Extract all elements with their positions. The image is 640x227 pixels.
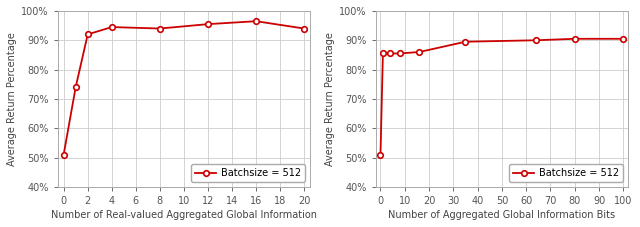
Y-axis label: Average Return Percentage: Average Return Percentage [7, 32, 17, 166]
X-axis label: Number of Aggregated Global Information Bits: Number of Aggregated Global Information … [388, 210, 616, 220]
Legend: Batchsize = 512: Batchsize = 512 [191, 164, 305, 182]
Y-axis label: Average Return Percentage: Average Return Percentage [325, 32, 335, 166]
X-axis label: Number of Real-valued Aggregated Global Information: Number of Real-valued Aggregated Global … [51, 210, 317, 220]
Legend: Batchsize = 512: Batchsize = 512 [509, 164, 623, 182]
